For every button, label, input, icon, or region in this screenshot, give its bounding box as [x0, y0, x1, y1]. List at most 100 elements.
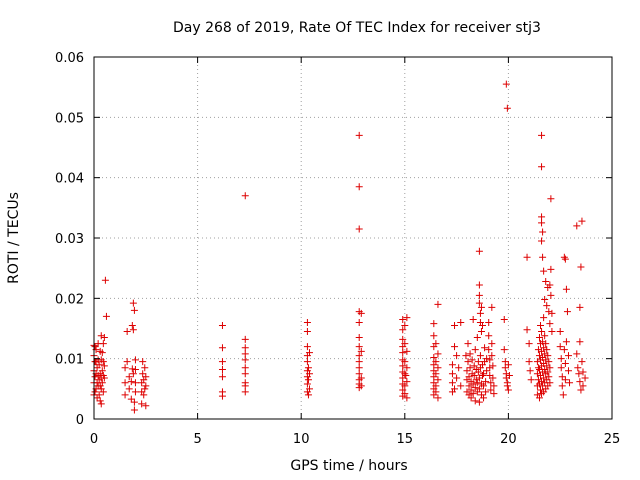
data-point	[501, 364, 509, 372]
data-point	[401, 340, 409, 348]
data-point	[546, 320, 554, 328]
data-point	[128, 321, 136, 329]
data-point	[541, 296, 549, 304]
data-point	[486, 356, 494, 364]
data-point	[539, 253, 547, 261]
data-point	[218, 344, 226, 352]
data-point	[579, 382, 587, 390]
data-point	[469, 390, 477, 398]
data-point	[560, 346, 568, 354]
data-point	[578, 217, 586, 225]
data-point	[125, 373, 133, 381]
data-point	[99, 358, 107, 366]
data-point	[355, 370, 363, 378]
data-point	[543, 302, 551, 310]
data-point	[142, 373, 150, 381]
data-point	[488, 340, 496, 348]
data-point	[503, 382, 511, 390]
data-point	[121, 391, 129, 399]
data-point	[355, 364, 363, 372]
data-point	[574, 364, 582, 372]
data-point	[131, 388, 139, 396]
data-point	[485, 346, 493, 354]
data-point	[100, 362, 108, 370]
y-tick-label: 0.05	[55, 111, 84, 126]
data-point	[476, 309, 484, 317]
data-point	[476, 352, 484, 360]
data-point	[467, 386, 475, 394]
data-point	[399, 349, 407, 357]
data-point	[355, 318, 363, 326]
data-point	[98, 349, 106, 357]
data-point	[141, 364, 149, 372]
data-point	[399, 315, 407, 323]
data-point	[489, 362, 497, 370]
data-point	[533, 370, 541, 378]
x-tick-label: 25	[604, 432, 621, 447]
data-point	[480, 394, 488, 402]
data-point	[474, 358, 482, 366]
chart-title: Day 268 of 2019, Rate Of TEC Index for r…	[173, 20, 541, 36]
data-point	[466, 350, 474, 358]
data-point	[480, 370, 488, 378]
data-point	[469, 380, 477, 388]
data-point	[483, 355, 491, 363]
x-tick-label: 0	[90, 432, 98, 447]
data-point	[537, 321, 545, 329]
data-point	[477, 303, 485, 311]
data-point	[99, 340, 107, 348]
data-point	[482, 388, 490, 396]
data-point	[527, 376, 535, 384]
data-point	[505, 372, 513, 380]
data-point	[127, 378, 135, 386]
y-tick-label: 0.01	[55, 353, 84, 368]
data-point	[473, 379, 481, 387]
data-point	[218, 321, 226, 329]
data-point	[355, 352, 363, 360]
data-point	[485, 332, 493, 340]
y-tick-label: 0.06	[55, 51, 84, 66]
data-point	[475, 299, 483, 307]
data-point	[547, 265, 555, 273]
data-point	[489, 374, 497, 382]
data-point	[560, 253, 568, 261]
data-point	[403, 364, 411, 372]
data-point	[241, 335, 249, 343]
data-point	[540, 314, 548, 322]
data-point	[538, 328, 546, 336]
data-point	[130, 306, 138, 314]
data-point	[98, 379, 106, 387]
data-point	[526, 367, 534, 375]
data-point	[490, 390, 498, 398]
x-tick-label: 10	[293, 432, 310, 447]
data-point	[140, 391, 148, 399]
data-point	[304, 376, 312, 384]
data-point	[540, 267, 548, 275]
data-point	[537, 386, 545, 394]
y-tick-label: 0.03	[55, 232, 84, 247]
data-point	[131, 379, 139, 387]
data-point	[540, 374, 548, 382]
data-point	[540, 344, 548, 352]
axis-ticks: 0 5 10 15 20 25 0 0.01 0.02 0.03 0.04 0.05 0.06	[55, 51, 620, 447]
data-point	[473, 334, 481, 342]
data-point	[485, 318, 493, 326]
data-point	[538, 213, 546, 221]
x-axis-label: GPS time / hours	[290, 458, 407, 474]
data-point	[141, 385, 149, 393]
data-point	[218, 366, 226, 374]
data-point	[474, 368, 482, 376]
data-point	[578, 358, 586, 366]
data-point	[470, 362, 478, 370]
data-point	[561, 359, 569, 367]
data-point	[100, 374, 108, 382]
data-point	[303, 358, 311, 366]
data-point	[403, 378, 411, 386]
data-point	[100, 334, 108, 342]
data-point	[399, 386, 407, 394]
data-point	[401, 358, 409, 366]
data-point	[121, 379, 129, 387]
data-point	[558, 382, 566, 390]
data-point	[538, 163, 546, 171]
